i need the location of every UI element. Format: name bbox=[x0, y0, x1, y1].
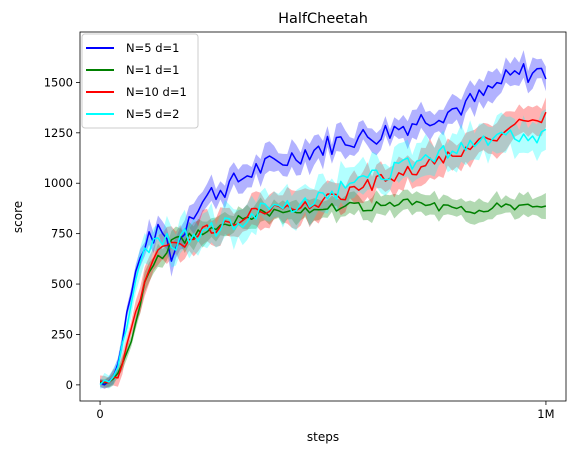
chart-title: HalfCheetah bbox=[278, 11, 368, 27]
legend: N=5 d=1 N=1 d=1 N=10 d=1 N=5 d=2 bbox=[81, 33, 199, 129]
legend-label-4: N=5 d=2 bbox=[126, 107, 179, 121]
series-line-1 bbox=[99, 63, 547, 386]
series-band-3 bbox=[100, 97, 546, 389]
series-band-2 bbox=[100, 189, 546, 388]
y-axis-label: score bbox=[11, 201, 25, 233]
legend-label-1: N=5 d=1 bbox=[126, 41, 179, 55]
series-lines bbox=[99, 63, 547, 386]
x-axis-label: steps bbox=[307, 430, 339, 444]
x-tick-label-1: 0 bbox=[96, 407, 103, 421]
plot-border bbox=[79, 31, 567, 402]
x-axis-ticks: 0 1M bbox=[96, 401, 555, 421]
x-tick-label-2: 1M bbox=[537, 407, 554, 421]
series-line-4 bbox=[99, 128, 547, 386]
axes-frame bbox=[79, 31, 567, 402]
y-tick-label-4: 750 bbox=[51, 227, 73, 241]
legend-label-2: N=1 d=1 bbox=[126, 63, 179, 77]
series-line-2 bbox=[99, 198, 547, 384]
legend-label-3: N=10 d=1 bbox=[126, 85, 187, 99]
y-axis-ticks: 0 250 500 750 1000 1250 1500 bbox=[44, 75, 80, 392]
series-band-4 bbox=[100, 109, 546, 389]
series-line-3 bbox=[99, 111, 547, 384]
y-tick-label-7: 1500 bbox=[44, 75, 73, 89]
y-tick-label-3: 500 bbox=[51, 277, 73, 291]
y-tick-label-6: 1250 bbox=[44, 126, 73, 140]
y-tick-label-5: 1000 bbox=[44, 176, 73, 190]
y-tick-label-2: 250 bbox=[51, 327, 73, 341]
y-tick-label-1: 0 bbox=[66, 378, 73, 392]
legend-box bbox=[81, 33, 199, 129]
